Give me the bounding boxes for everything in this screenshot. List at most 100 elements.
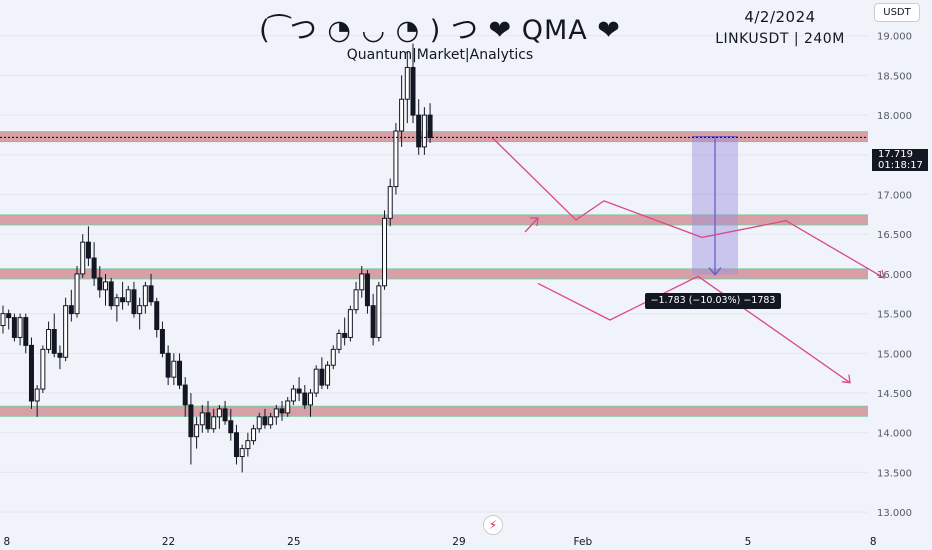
candle-body	[6, 313, 12, 319]
candle-body	[330, 348, 336, 366]
candle-body	[387, 186, 393, 219]
candle-body	[120, 297, 126, 303]
candle-body	[216, 408, 222, 418]
candle-body	[228, 420, 234, 434]
candle-body	[148, 285, 154, 303]
current-price-value: 17.719	[878, 149, 913, 160]
chart-grid	[0, 35, 868, 513]
zone-band	[0, 268, 868, 279]
candle-body	[165, 352, 171, 378]
candle-body	[46, 329, 52, 350]
candle-body	[0, 313, 6, 327]
candle-body	[233, 432, 239, 458]
candle-body	[91, 257, 97, 279]
candle-body	[23, 317, 29, 346]
zone-band	[0, 214, 868, 225]
candle-body	[142, 285, 148, 307]
candle-body	[154, 301, 160, 331]
price-tick-label: 16.000	[877, 270, 912, 281]
time-tick-label: 29	[452, 536, 465, 548]
price-tick-label: 14.500	[877, 389, 912, 400]
price-tick-label: 13.000	[877, 508, 912, 519]
candle-body	[319, 368, 325, 386]
time-tick-label: 5	[745, 536, 752, 548]
time-tick-label: 8	[4, 536, 11, 548]
candle-body	[427, 114, 433, 138]
candle-body	[262, 416, 268, 426]
price-tick-label: 19.000	[877, 32, 912, 43]
support-resistance-zones	[0, 131, 868, 417]
projection-path	[491, 136, 885, 279]
candle-body	[376, 285, 382, 338]
candle-body	[74, 273, 80, 315]
price-axis[interactable]: 19.00018.50018.00017.50017.00016.50016.0…	[877, 32, 912, 519]
time-tick-label: 8	[870, 536, 877, 548]
candle-body	[188, 404, 194, 438]
candle-body	[137, 305, 143, 315]
candle-body	[353, 289, 359, 311]
candle-body	[404, 66, 410, 100]
candle-body	[245, 440, 251, 450]
price-tick-label: 15.500	[877, 310, 912, 321]
candle-body	[34, 388, 40, 402]
price-tick-label: 16.500	[877, 230, 912, 241]
candle-body	[85, 241, 91, 259]
candle-body	[410, 66, 416, 116]
candle-body	[359, 273, 365, 291]
price-tick-label: 15.000	[877, 349, 912, 360]
candle-body	[285, 400, 291, 414]
time-tick-label: 25	[287, 536, 300, 548]
time-tick-label: Feb	[574, 536, 593, 548]
candle-body	[114, 297, 120, 307]
measure-label: −1.783 (−10.03%) −1783	[645, 293, 781, 309]
candle-body	[416, 114, 422, 148]
candle-body	[11, 317, 17, 338]
candle-body	[342, 332, 348, 338]
candle-body	[211, 416, 217, 430]
time-axis[interactable]: 8222529Feb581215	[4, 536, 932, 548]
candle-body	[102, 281, 108, 291]
measure-arrowhead	[708, 267, 722, 276]
candle-body	[57, 352, 63, 358]
projection-arrowhead	[524, 217, 539, 233]
candle-body	[393, 130, 399, 188]
candle-body	[40, 348, 46, 390]
candle-body	[251, 428, 257, 442]
chart-subtitle: Quantum|Market|Analytics	[346, 47, 534, 63]
price-range-measure	[692, 136, 738, 276]
candle-body	[296, 388, 302, 394]
projection-arrowhead	[841, 374, 851, 384]
currency-button[interactable]: USDT	[874, 3, 920, 22]
symbol-timeframe: LINKUSDT | 240M	[715, 31, 845, 47]
candle-body	[313, 368, 319, 394]
candle-body	[370, 305, 376, 338]
candle-body	[364, 273, 370, 307]
current-price-tag: 17.719 01:18:17	[872, 149, 928, 171]
candle-body	[68, 305, 74, 315]
candle-body	[171, 360, 177, 378]
candle-body	[199, 412, 205, 426]
candle-body	[273, 408, 279, 418]
price-tick-label: 18.000	[877, 111, 912, 122]
candle-body	[63, 305, 69, 358]
candle-body	[182, 384, 188, 406]
candle-body	[205, 412, 211, 430]
candle-body	[97, 277, 103, 291]
candlestick-series	[0, 43, 433, 473]
candle-body	[399, 98, 405, 132]
candle-countdown: 01:18:17	[878, 160, 923, 171]
zone-band	[0, 131, 868, 142]
lightning-icon[interactable]: ⚡	[483, 515, 503, 535]
candle-body	[290, 388, 296, 402]
candle-body	[347, 309, 353, 338]
candle-body	[279, 408, 285, 414]
price-tick-label: 13.500	[877, 468, 912, 479]
price-tick-label: 18.500	[877, 71, 912, 82]
candle-body	[108, 281, 114, 307]
candle-body	[222, 408, 228, 422]
price-tick-label: 17.000	[877, 191, 912, 202]
candle-body	[302, 392, 308, 406]
candle-body	[28, 344, 34, 402]
zone-band	[0, 406, 868, 417]
